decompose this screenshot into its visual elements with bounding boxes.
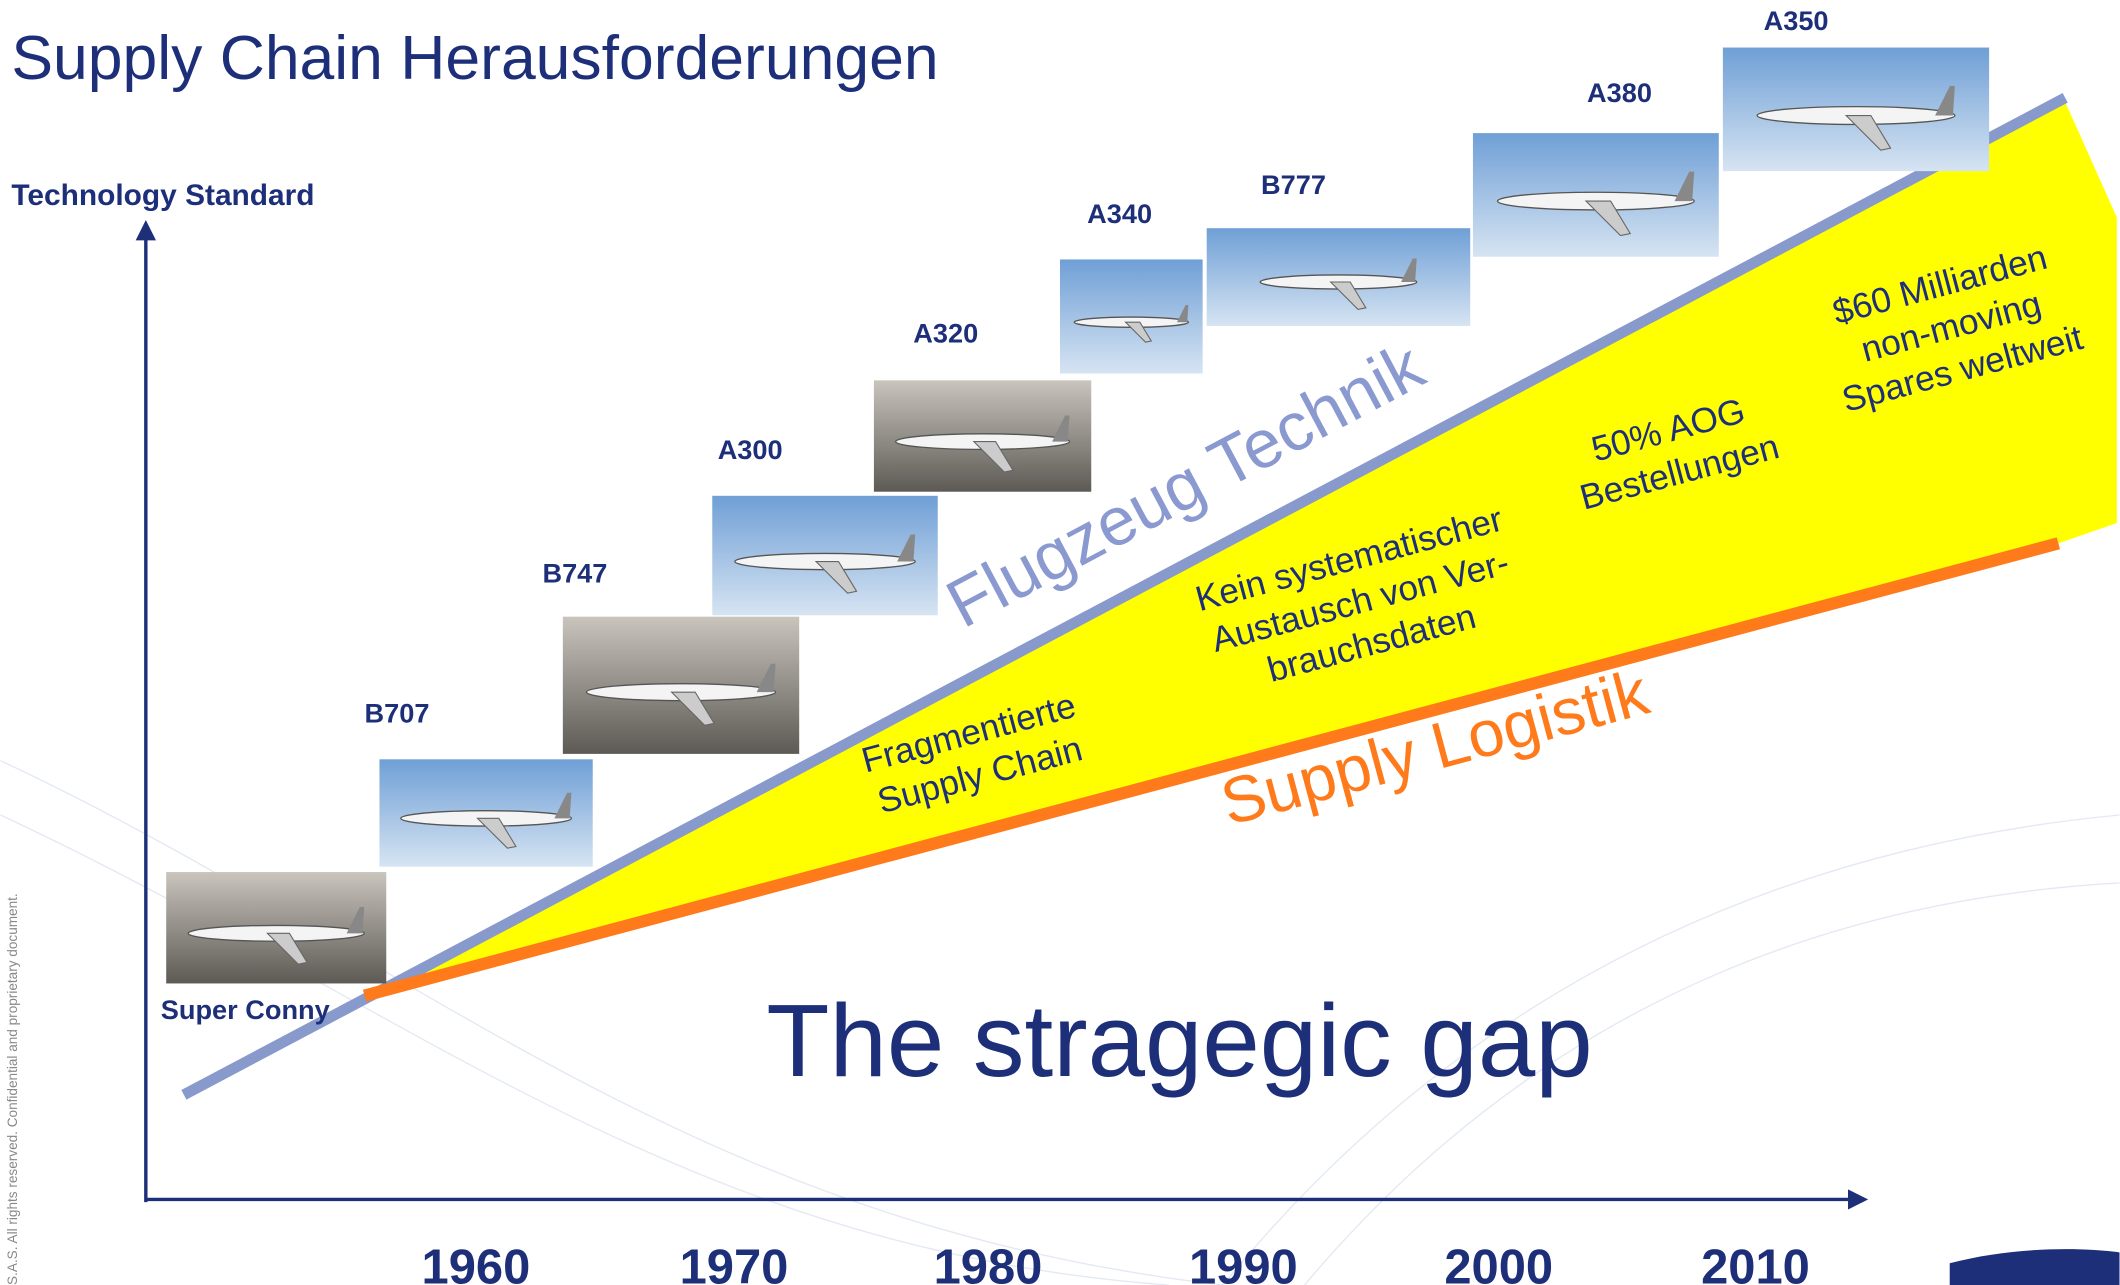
x-axis-label: 2010 bbox=[1701, 1241, 1810, 1285]
aircraft-photo bbox=[166, 872, 386, 983]
copyright: S.A.S. All rights reserved. Confidential… bbox=[5, 893, 20, 1285]
aircraft-label: A320 bbox=[913, 317, 978, 348]
gap-label: The stragegic gap bbox=[766, 983, 1592, 1098]
logo bbox=[1950, 1249, 2120, 1285]
aircraft-label: B777 bbox=[1261, 169, 1326, 200]
aircraft-label: A350 bbox=[1764, 5, 1829, 36]
aircraft-photo bbox=[712, 496, 937, 616]
aircraft-label: A340 bbox=[1087, 198, 1152, 229]
x-axis-label: 1990 bbox=[1189, 1241, 1298, 1285]
aircraft-photo bbox=[1473, 133, 1719, 257]
aircraft-photo bbox=[1060, 259, 1203, 373]
aircraft-label: B707 bbox=[365, 698, 430, 729]
slide: Supply Chain Herausforderungen Technolog… bbox=[0, 0, 2120, 1285]
title: Supply Chain Herausforderungen bbox=[11, 23, 938, 93]
aircraft-photo bbox=[1207, 228, 1471, 326]
aircraft-photo bbox=[379, 759, 592, 866]
aircraft-photo bbox=[874, 380, 1091, 491]
y-axis-label: Technology Standard bbox=[11, 179, 314, 212]
x-axis-label: 2000 bbox=[1444, 1241, 1553, 1285]
aircraft-label: Super Conny bbox=[161, 994, 330, 1025]
x-axis-label: 1970 bbox=[680, 1241, 789, 1285]
x-axis-label: 1960 bbox=[422, 1241, 531, 1285]
aircraft-photo bbox=[563, 617, 799, 754]
aircraft-label: B747 bbox=[542, 558, 607, 589]
aircraft-label: A380 bbox=[1587, 77, 1652, 108]
aircraft-photo bbox=[1723, 48, 1989, 172]
page: Supply Chain Herausforderungen Technolog… bbox=[0, 0, 2120, 1285]
x-axis-label: 1980 bbox=[934, 1241, 1043, 1285]
aircraft-label: A300 bbox=[718, 434, 783, 465]
